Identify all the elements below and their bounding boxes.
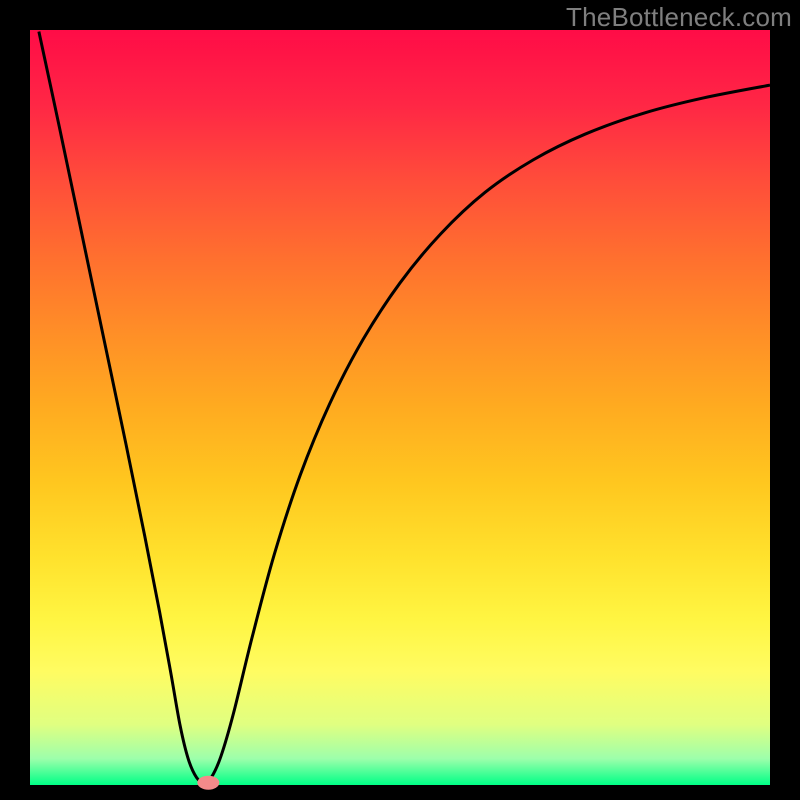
chart-frame: { "watermark": { "text": "TheBottleneck.… [0, 0, 800, 800]
plot-background [30, 30, 770, 785]
watermark-text: TheBottleneck.com [566, 2, 792, 33]
optimum-marker [197, 776, 219, 790]
bottleneck-chart [0, 0, 800, 800]
